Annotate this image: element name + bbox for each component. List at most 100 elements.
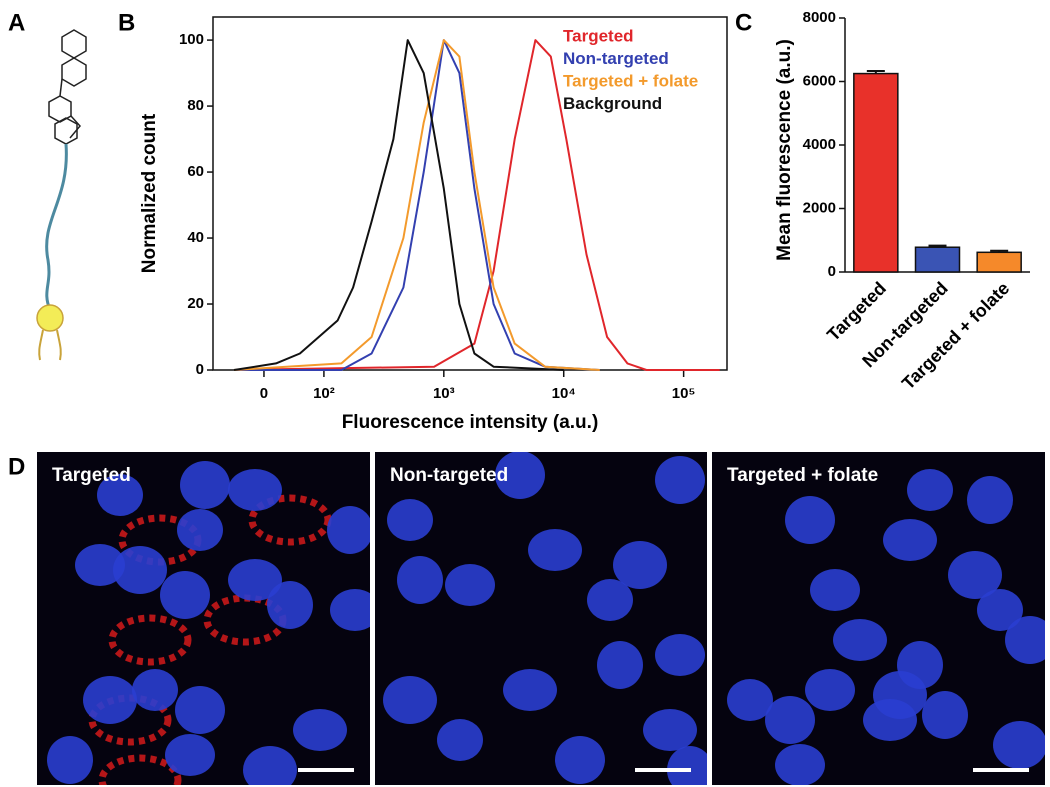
nucleus bbox=[643, 709, 697, 751]
nucleus bbox=[907, 469, 953, 511]
y-tick-label: 6000 bbox=[803, 72, 836, 89]
bar bbox=[976, 251, 1022, 273]
nucleus bbox=[97, 474, 143, 516]
error-bar bbox=[928, 244, 947, 248]
nucleus bbox=[383, 676, 437, 724]
legend-entry: Background bbox=[563, 94, 662, 113]
panel-label: D bbox=[8, 453, 25, 480]
y-tick-label: 80 bbox=[187, 97, 204, 114]
nucleus bbox=[1005, 616, 1045, 664]
nucleus bbox=[555, 736, 605, 784]
y-axis-label: Normalized count bbox=[139, 113, 160, 273]
nucleus bbox=[613, 541, 667, 589]
micrograph: Targeted bbox=[37, 452, 370, 785]
x-tick-label: 10² bbox=[313, 385, 335, 402]
nucleus bbox=[967, 476, 1013, 524]
nucleus bbox=[83, 676, 137, 724]
nucleus bbox=[503, 669, 557, 711]
nucleus bbox=[863, 699, 917, 741]
error-bar bbox=[866, 70, 885, 74]
nucleus bbox=[397, 556, 443, 604]
nucleus bbox=[228, 559, 282, 601]
nucleus bbox=[445, 564, 495, 606]
x-tick-label: 10⁴ bbox=[552, 385, 576, 402]
nucleus bbox=[132, 669, 178, 711]
nucleus bbox=[587, 579, 633, 621]
nucleus bbox=[948, 551, 1002, 599]
nucleus bbox=[810, 569, 860, 611]
nucleus bbox=[327, 506, 370, 554]
nucleus bbox=[667, 746, 707, 785]
membrane-stain bbox=[108, 614, 192, 666]
panel-label: B bbox=[118, 9, 135, 36]
series-line bbox=[233, 39, 720, 371]
micrograph-label: Targeted bbox=[52, 465, 131, 486]
panel-label: C bbox=[735, 9, 752, 36]
x-tick-label: Targeted + folate bbox=[898, 278, 1013, 393]
nucleus bbox=[293, 709, 347, 751]
series-line bbox=[234, 39, 600, 371]
x-tick-label: 10³ bbox=[433, 385, 455, 402]
y-tick-label: 4000 bbox=[803, 136, 836, 153]
cells bbox=[727, 469, 1045, 785]
nucleus bbox=[175, 686, 225, 734]
micrograph: Non-targeted bbox=[375, 452, 707, 785]
nucleus bbox=[727, 679, 773, 721]
cells bbox=[383, 452, 707, 785]
micrograph-label: Non-targeted bbox=[390, 465, 508, 486]
nucleus bbox=[177, 509, 223, 551]
nucleus bbox=[655, 634, 705, 676]
legend-entry: Targeted + folate bbox=[563, 71, 698, 90]
y-tick-label: 60 bbox=[187, 163, 204, 180]
nucleus bbox=[267, 581, 313, 629]
nucleus bbox=[330, 589, 370, 631]
y-tick-label: 8000 bbox=[803, 9, 836, 26]
bar bbox=[853, 72, 899, 273]
series-line bbox=[233, 39, 600, 371]
y-tick-label: 20 bbox=[187, 295, 204, 312]
legend-entry: Non-targeted bbox=[563, 49, 669, 68]
y-tick-label: 40 bbox=[187, 229, 204, 246]
molecule bbox=[36, 29, 87, 361]
micrograph-label: Targeted + folate bbox=[727, 465, 878, 486]
panel-label: A bbox=[8, 9, 25, 36]
error-bar bbox=[990, 249, 1009, 253]
nucleus bbox=[243, 746, 297, 785]
nucleus bbox=[437, 719, 483, 761]
y-tick-label: 2000 bbox=[803, 199, 836, 216]
nucleus bbox=[160, 571, 210, 619]
nucleus bbox=[775, 744, 825, 785]
bar bbox=[914, 246, 961, 273]
nucleus bbox=[977, 589, 1023, 631]
nucleus bbox=[597, 641, 643, 689]
nucleus bbox=[495, 452, 545, 499]
x-tick-label: 10⁵ bbox=[672, 385, 696, 402]
legend-entry: Targeted bbox=[563, 26, 634, 45]
y-tick-label: 0 bbox=[196, 361, 204, 378]
nucleus bbox=[833, 619, 887, 661]
y-tick-label: 0 bbox=[828, 263, 836, 280]
nucleus bbox=[47, 736, 93, 784]
x-tick-label: 0 bbox=[260, 385, 268, 402]
x-axis-label: Fluorescence intensity (a.u.) bbox=[342, 412, 599, 433]
nucleus bbox=[228, 469, 282, 511]
micrograph: Targeted + folate bbox=[712, 452, 1045, 785]
nucleus bbox=[75, 544, 125, 586]
membrane-stain bbox=[98, 754, 182, 785]
nucleus bbox=[765, 696, 815, 744]
nucleus bbox=[785, 496, 835, 544]
nucleus bbox=[883, 519, 937, 561]
nucleus bbox=[528, 529, 582, 571]
membrane-stain bbox=[248, 494, 332, 546]
nucleus bbox=[113, 546, 167, 594]
nucleus bbox=[993, 721, 1045, 769]
nucleus bbox=[180, 461, 230, 509]
nucleus bbox=[922, 691, 968, 739]
series-line bbox=[233, 39, 564, 371]
cells bbox=[47, 461, 370, 785]
nucleus bbox=[387, 499, 433, 541]
nucleus bbox=[165, 734, 215, 776]
plot-frame bbox=[212, 16, 728, 371]
nucleus bbox=[655, 456, 705, 504]
